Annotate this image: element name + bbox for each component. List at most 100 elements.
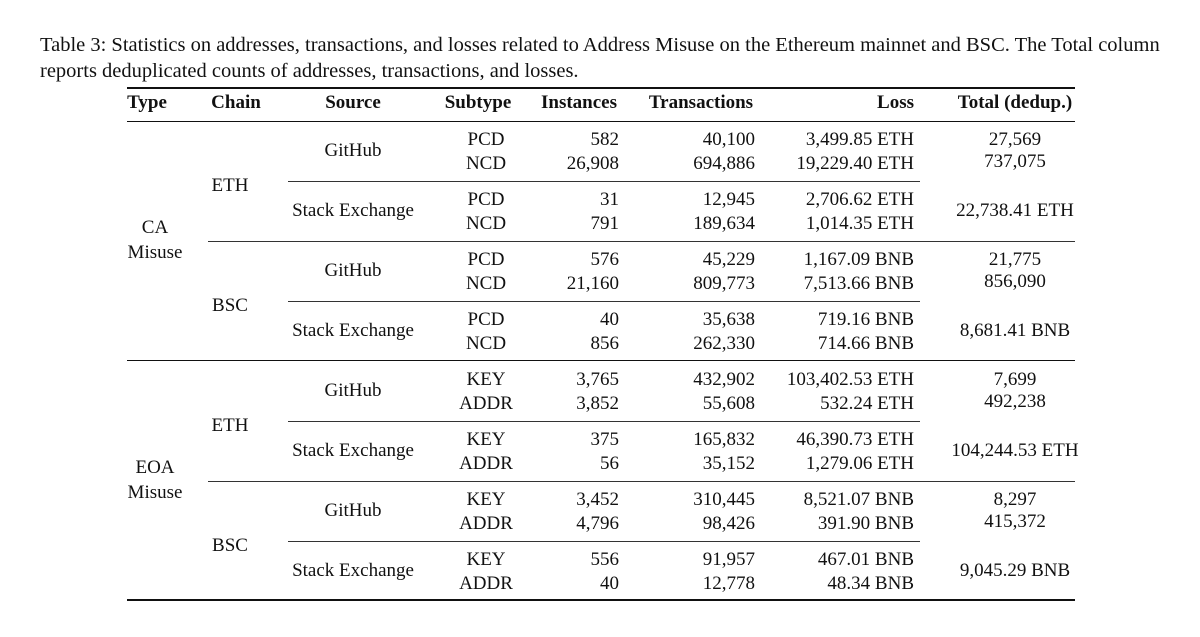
loss-cell: 467.01 BNB: [817, 549, 914, 570]
loss-cell: 1,279.06 ETH: [805, 453, 914, 474]
subtype-cell: NCD: [465, 273, 507, 294]
chain-divider-rule: [208, 241, 1075, 242]
transactions-cell: 45,229: [702, 249, 755, 270]
transactions-cell: 262,330: [693, 333, 755, 354]
instances-cell: 582: [590, 129, 620, 150]
instances-cell: 21,160: [566, 273, 619, 294]
subtype-cell: NCD: [465, 333, 507, 354]
source-divider-rule: [288, 541, 920, 542]
loss-cell: 48.34 BNB: [827, 573, 914, 594]
source-label: GitHub: [324, 500, 382, 521]
source-label: Stack Exchange: [292, 320, 414, 341]
transactions-cell: 310,445: [693, 489, 755, 510]
header-chain: Chain: [211, 92, 261, 113]
table-caption: Table 3: Statistics on addresses, transa…: [40, 34, 1160, 82]
transactions-cell: 12,945: [702, 189, 755, 210]
loss-cell: 19,229.40 ETH: [796, 153, 914, 174]
instances-cell: 576: [590, 249, 620, 270]
transactions-cell: 35,152: [702, 453, 755, 474]
header-transactions: Transactions: [648, 92, 754, 113]
source-label: Stack Exchange: [292, 440, 414, 461]
subtype-cell: ADDR: [459, 453, 513, 474]
instances-cell: 3,765: [576, 369, 619, 390]
instances-cell: 40: [600, 309, 619, 330]
transactions-cell: 809,773: [693, 273, 755, 294]
subtype-cell: NCD: [465, 153, 507, 174]
header-instances: Instances: [540, 92, 618, 113]
instances-cell: 556: [590, 549, 620, 570]
header-rule: [127, 121, 1075, 122]
total-cell: 737,075: [984, 151, 1046, 172]
transactions-cell: 35,638: [702, 309, 755, 330]
subtype-cell: ADDR: [459, 393, 513, 414]
transactions-cell: 91,957: [702, 549, 755, 570]
loss-cell: 391.90 BNB: [817, 513, 914, 534]
subtype-cell: ADDR: [459, 573, 513, 594]
subtype-cell: PCD: [467, 129, 505, 150]
source-label: GitHub: [324, 380, 382, 401]
source-label: Stack Exchange: [292, 200, 414, 221]
instances-cell: 375: [590, 429, 620, 450]
instances-cell: 40: [600, 573, 619, 594]
transactions-cell: 694,886: [693, 153, 755, 174]
chain-label: ETH: [211, 415, 249, 436]
type-label: Misuse: [127, 482, 183, 503]
transactions-cell: 189,634: [693, 213, 755, 234]
subtype-cell: PCD: [467, 249, 505, 270]
instances-cell: 4,796: [576, 513, 619, 534]
header-subtype: Subtype: [444, 92, 512, 113]
total-cell: 8,297: [993, 489, 1037, 510]
total-cell: 22,738.41 ETH: [956, 200, 1074, 221]
type-label: CA: [141, 217, 169, 238]
loss-cell: 3,499.85 ETH: [805, 129, 914, 150]
total-cell: 104,244.53 ETH: [951, 440, 1079, 461]
chain-divider-rule: [208, 481, 1075, 482]
subtype-cell: PCD: [467, 309, 505, 330]
chain-label: BSC: [212, 295, 248, 316]
instances-cell: 31: [600, 189, 619, 210]
chain-label: ETH: [211, 175, 249, 196]
total-cell: 21,775: [988, 249, 1042, 270]
subtype-cell: ADDR: [459, 513, 513, 534]
instances-cell: 56: [600, 453, 619, 474]
loss-cell: 2,706.62 ETH: [805, 189, 914, 210]
transactions-cell: 98,426: [702, 513, 755, 534]
header-source: Source: [325, 92, 381, 113]
source-label: Stack Exchange: [292, 560, 414, 581]
source-label: GitHub: [324, 140, 382, 161]
source-divider-rule: [288, 301, 920, 302]
source-divider-rule: [288, 181, 920, 182]
transactions-cell: 55,608: [702, 393, 755, 414]
loss-cell: 1,014.35 ETH: [805, 213, 914, 234]
chain-label: BSC: [212, 535, 248, 556]
transactions-cell: 40,100: [702, 129, 755, 150]
type-label: Misuse: [127, 242, 183, 263]
loss-cell: 1,167.09 BNB: [803, 249, 914, 270]
loss-cell: 103,402.53 ETH: [786, 369, 914, 390]
instances-cell: 3,452: [576, 489, 619, 510]
instances-cell: 26,908: [566, 153, 619, 174]
subtype-cell: KEY: [466, 369, 506, 390]
subtype-cell: KEY: [466, 549, 506, 570]
loss-cell: 7,513.66 BNB: [803, 273, 914, 294]
subtype-cell: PCD: [467, 189, 505, 210]
bottom-rule: [127, 599, 1075, 601]
instances-cell: 791: [590, 213, 620, 234]
transactions-cell: 165,832: [693, 429, 755, 450]
source-label: GitHub: [324, 260, 382, 281]
source-divider-rule: [288, 421, 920, 422]
header-loss: Loss: [877, 92, 914, 113]
total-cell: 492,238: [984, 391, 1046, 412]
transactions-cell: 12,778: [702, 573, 755, 594]
total-cell: 415,372: [984, 511, 1046, 532]
total-cell: 27,569: [988, 129, 1042, 150]
loss-cell: 8,521.07 BNB: [803, 489, 914, 510]
total-cell: 7,699: [993, 369, 1037, 390]
instances-cell: 3,852: [576, 393, 619, 414]
loss-cell: 719.16 BNB: [817, 309, 914, 330]
subtype-cell: KEY: [466, 429, 506, 450]
total-cell: 9,045.29 BNB: [959, 560, 1071, 581]
subtype-cell: NCD: [465, 213, 507, 234]
subtype-cell: KEY: [466, 489, 506, 510]
top-rule: [127, 87, 1075, 89]
